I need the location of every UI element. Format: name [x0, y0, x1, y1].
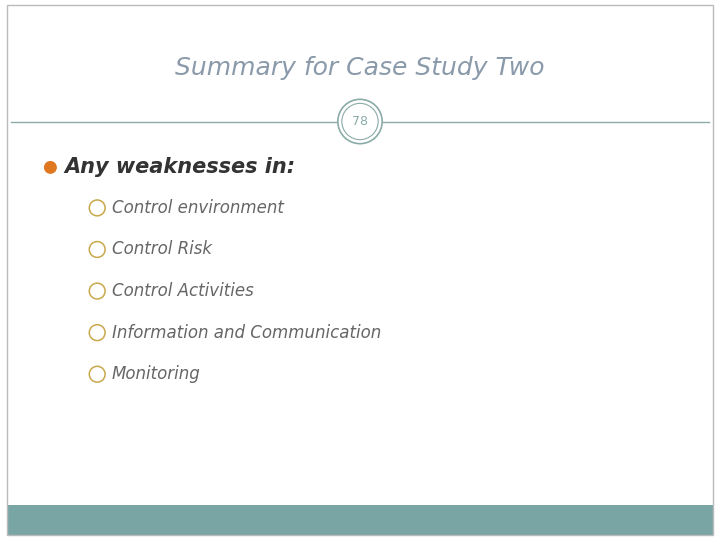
Ellipse shape: [45, 161, 56, 173]
Ellipse shape: [338, 99, 382, 144]
Text: Information and Communication: Information and Communication: [112, 323, 381, 342]
Text: Control Risk: Control Risk: [112, 240, 212, 259]
Text: Summary for Case Study Two: Summary for Case Study Two: [175, 56, 545, 79]
Text: 78: 78: [352, 115, 368, 128]
Text: Any weaknesses in:: Any weaknesses in:: [65, 157, 296, 178]
Text: Monitoring: Monitoring: [112, 365, 200, 383]
Bar: [7, 505, 713, 535]
Text: Control environment: Control environment: [112, 199, 284, 217]
Text: Control Activities: Control Activities: [112, 282, 253, 300]
